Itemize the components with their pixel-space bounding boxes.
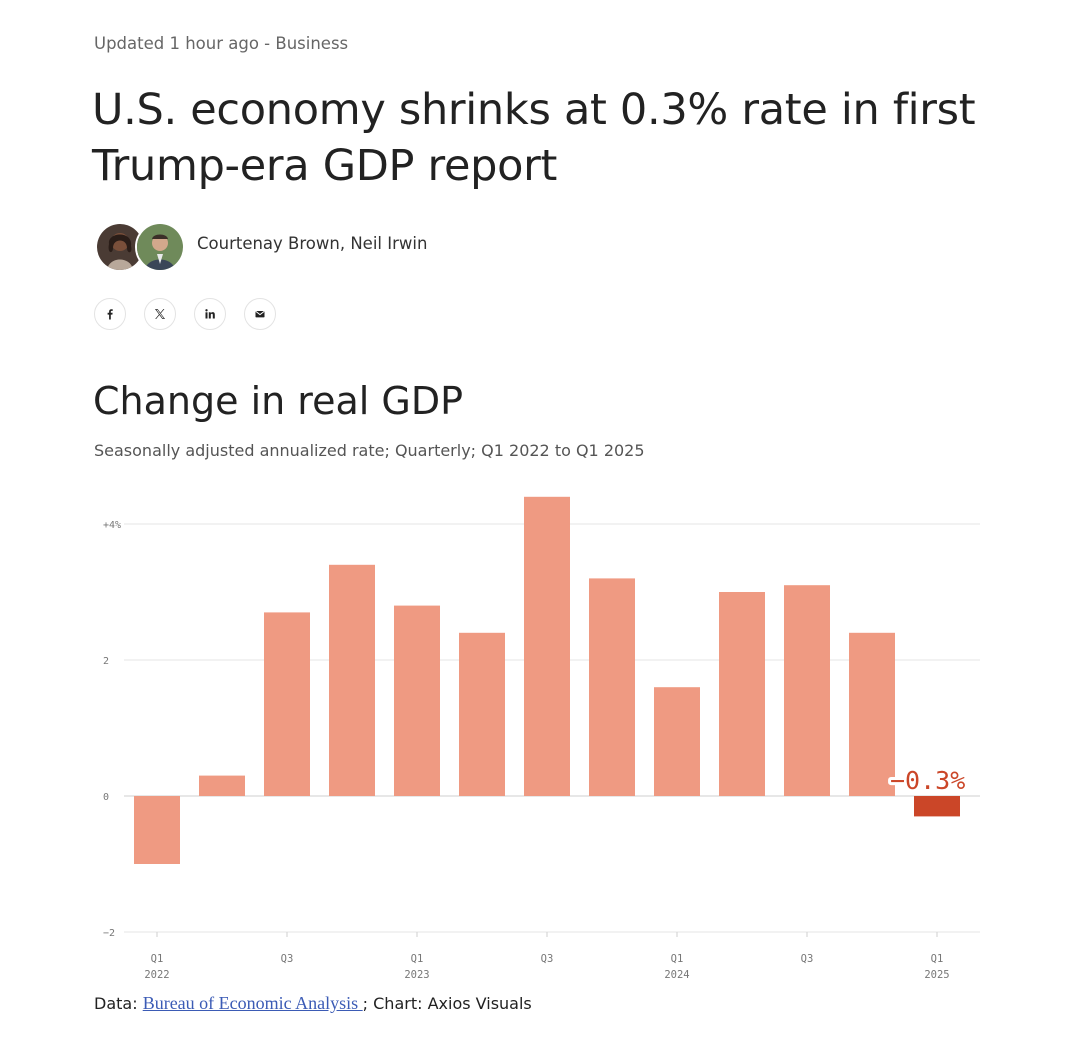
email-icon — [255, 311, 265, 318]
author-photo-icon — [137, 224, 183, 270]
bar-q3-2022 — [264, 612, 310, 796]
gdp-bar-chart: +4% 2 0 −2 Q1 2022 Q3 Q1 2023 Q3 Q1 2024 Q3 Q1 2025 −0.… — [103, 496, 980, 981]
facebook-icon — [107, 309, 113, 320]
bar-q1-2022 — [134, 796, 180, 864]
chart-subtitle: Seasonally adjusted annualized rate; Qua… — [94, 441, 645, 460]
x-tick-year: 2022 — [144, 969, 169, 981]
x-tick-label: Q1 — [151, 953, 164, 965]
x-icon — [155, 309, 165, 319]
source-suffix: ; Chart: Axios Visuals — [362, 994, 532, 1013]
x-tick-label: Q3 — [281, 953, 294, 965]
source-link[interactable]: Bureau of Economic Analysis — [142, 993, 363, 1013]
y-tick-label: 0 — [103, 792, 109, 803]
x-tick-label: Q3 — [801, 953, 814, 965]
share-email-button[interactable] — [244, 298, 276, 330]
bar-q1-2023 — [394, 605, 440, 796]
bar-q1-2025 — [914, 796, 960, 817]
avatar[interactable] — [135, 222, 185, 272]
bar-q2-2024 — [719, 592, 765, 796]
author-names[interactable]: Courtenay Brown, Neil Irwin — [197, 234, 428, 253]
x-tick-label: Q3 — [541, 953, 554, 965]
chart-source: Data: Bureau of Economic Analysis ; Char… — [94, 993, 532, 1014]
bar-q2-2022 — [199, 775, 245, 796]
x-tick-label: Q1 — [411, 953, 424, 965]
x-tick-label: Q1 — [931, 953, 944, 965]
share-linkedin-button[interactable] — [194, 298, 226, 330]
bar-q4-2024 — [849, 632, 895, 796]
x-tick-label: Q1 — [671, 953, 684, 965]
annotation-halo: −0.3% — [890, 766, 965, 795]
annotation-label: −0.3% — [890, 766, 965, 795]
bar-q4-2023 — [589, 578, 635, 796]
y-tick-label: 2 — [103, 656, 109, 667]
bar-q4-2022 — [329, 564, 375, 796]
x-tick-year: 2023 — [404, 969, 429, 981]
x-tick-year: 2025 — [924, 969, 949, 981]
bar-q3-2023 — [524, 496, 570, 796]
share-facebook-button[interactable] — [94, 298, 126, 330]
share-x-button[interactable] — [144, 298, 176, 330]
linkedin-icon — [205, 309, 215, 319]
bar-q2-2023 — [459, 632, 505, 796]
y-tick-label: +4% — [103, 520, 121, 531]
author-avatars — [95, 222, 185, 272]
source-prefix: Data: — [94, 994, 143, 1013]
y-tick-label: −2 — [103, 928, 115, 939]
article-meta: Updated 1 hour ago - Business — [94, 34, 349, 53]
chart-title: Change in real GDP — [93, 379, 463, 423]
bar-q3-2024 — [784, 585, 830, 796]
bar-q1-2024 — [654, 687, 700, 796]
headline: U.S. economy shrinks at 0.3% rate in fir… — [92, 85, 976, 191]
x-tick-year: 2024 — [664, 969, 689, 981]
